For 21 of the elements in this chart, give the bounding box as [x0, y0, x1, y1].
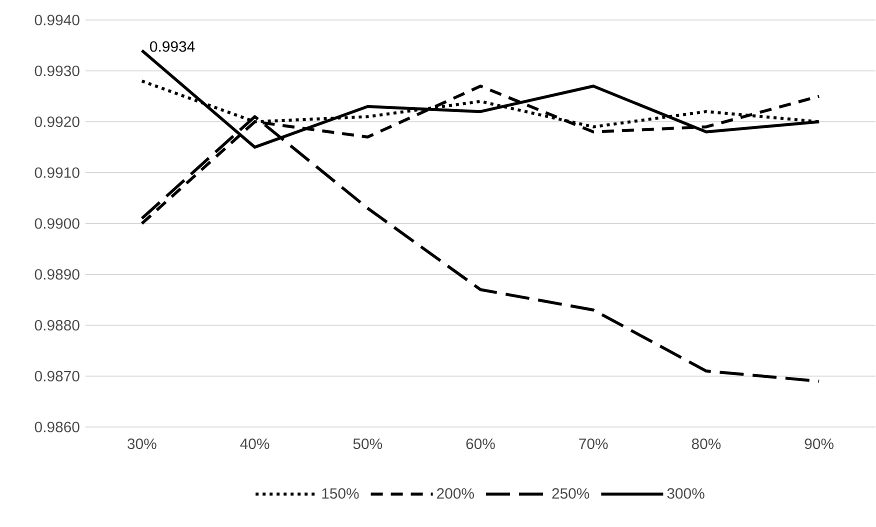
x-tick-label: 50%: [353, 438, 382, 450]
y-tick-label: 0.9860: [34, 422, 80, 432]
legend-label: 150%: [322, 488, 359, 499]
y-tick-label: 0.9870: [34, 370, 80, 382]
y-tick-label: 0.9890: [34, 269, 80, 280]
x-tick-label: 30%: [128, 438, 156, 450]
y-tick-label: 0.9920: [34, 116, 80, 128]
x-tick-label: 90%: [804, 438, 834, 450]
x-tick-label: 80%: [692, 438, 721, 450]
legend-label: 250%: [552, 488, 590, 499]
y-tick-label: 0.9940: [34, 14, 80, 26]
legend-label: 300%: [667, 488, 704, 499]
y-tick-label: 0.9900: [34, 218, 80, 229]
y-tick-label: 0.9930: [34, 66, 80, 76]
x-tick-label: 60%: [466, 438, 495, 450]
x-tick-label: 70%: [579, 438, 608, 450]
x-tick-label: 40%: [240, 438, 270, 450]
y-tick-label: 0.9910: [34, 167, 80, 178]
annotation: 0.9934: [150, 41, 195, 52]
legend-label: 200%: [437, 488, 474, 499]
y-tick-label: 0.9880: [34, 320, 80, 331]
